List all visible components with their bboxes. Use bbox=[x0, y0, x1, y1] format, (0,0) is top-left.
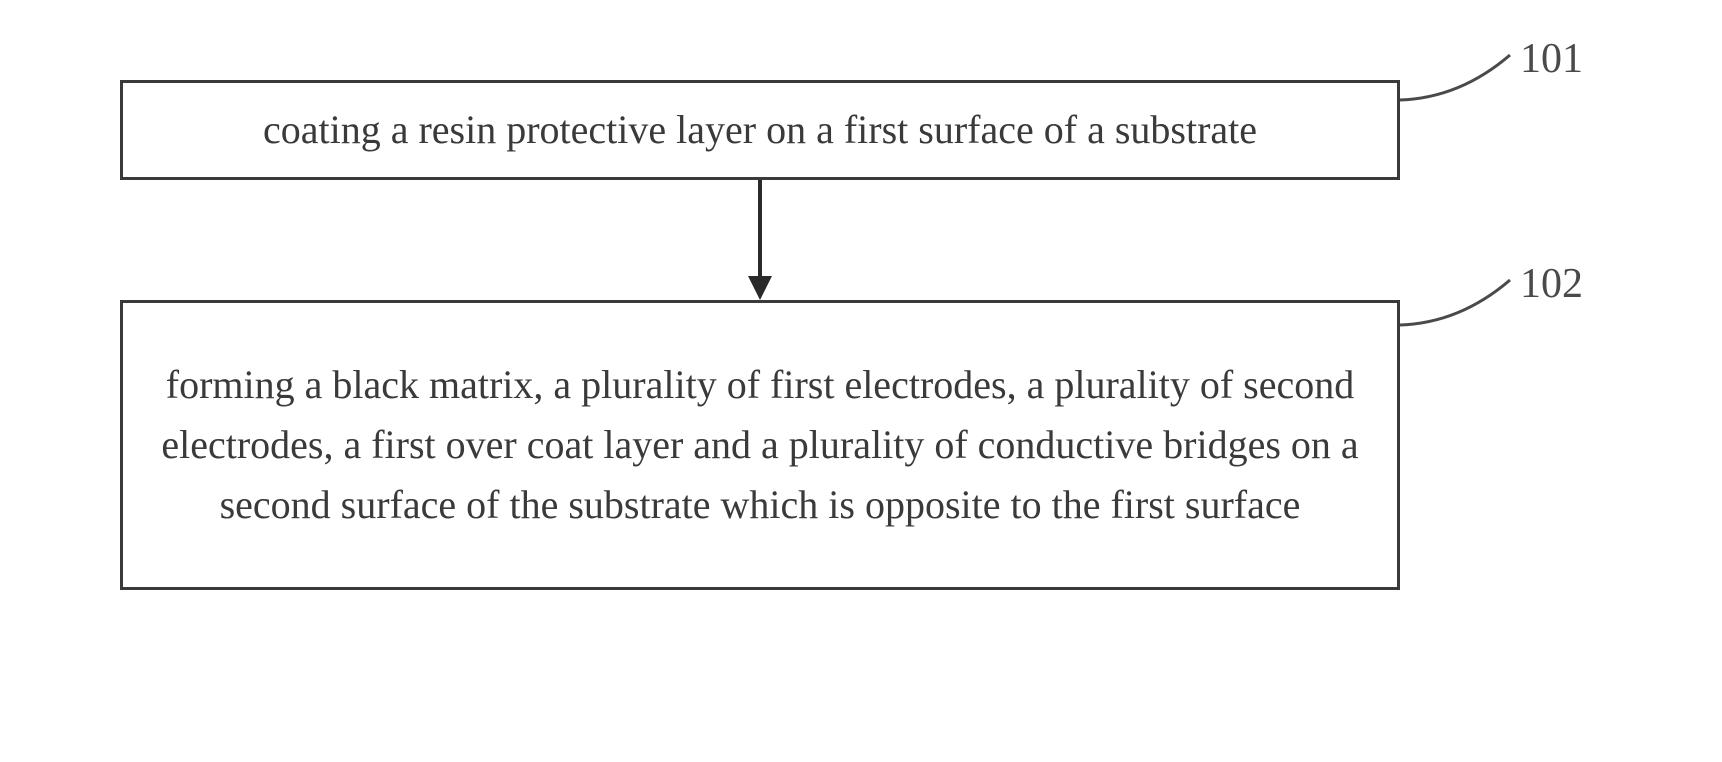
flowchart-container: coating a resin protective layer on a fi… bbox=[0, 0, 1722, 762]
step-box-101: coating a resin protective layer on a fi… bbox=[120, 80, 1400, 180]
step-label-102: 102 bbox=[1520, 260, 1583, 308]
step-box-102: forming a black matrix, a plurality of f… bbox=[120, 300, 1400, 590]
leader-line-101 bbox=[1400, 50, 1520, 100]
step-text-101: coating a resin protective layer on a fi… bbox=[263, 100, 1257, 160]
flow-arrow bbox=[740, 180, 780, 300]
step-label-101: 101 bbox=[1520, 35, 1583, 83]
step-text-102: forming a black matrix, a plurality of f… bbox=[153, 355, 1367, 535]
leader-line-102 bbox=[1400, 275, 1520, 325]
